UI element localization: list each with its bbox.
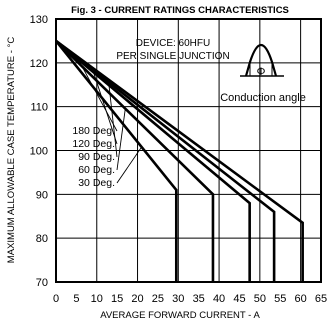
x-tick-label: 25 — [152, 293, 164, 305]
y-tick-label: 110 — [30, 102, 48, 114]
x-axis-label: AVERAGE FORWARD CURRENT - A — [100, 310, 260, 321]
y-tick-label: 120 — [30, 58, 48, 70]
x-tick-label: 45 — [233, 293, 245, 305]
y-tick-label: 90 — [36, 189, 48, 201]
x-tick-label: 65 — [315, 293, 327, 305]
series-label: 120 Deg. — [72, 138, 115, 150]
x-tick-label: 55 — [274, 293, 286, 305]
curve-line — [55, 39, 276, 282]
x-tick-label: 0 — [53, 293, 59, 305]
y-tick-label: 70 — [36, 277, 48, 289]
series-label: 90 Deg. — [78, 151, 115, 163]
series-leader-line — [116, 146, 142, 184]
series-leader-line — [108, 85, 118, 158]
series-label: 180 Deg. — [72, 125, 115, 137]
y-tick-label: 100 — [30, 146, 48, 158]
curve-line — [55, 39, 215, 282]
curve-line — [54, 40, 178, 282]
junction-label: PER SINGLE JUNCTION — [116, 51, 229, 62]
series-leader-line — [116, 108, 126, 171]
x-tick-labels: 0 5 10 15 20 25 30 35 40 45 50 55 60 65 — [53, 293, 327, 305]
rating-curves: 180 Deg.120 Deg.90 Deg.60 Deg.30 Deg. — [54, 39, 304, 282]
plot-frame — [55, 18, 322, 283]
x-tick-label: 30 — [172, 293, 184, 305]
x-tick-label: 20 — [131, 293, 143, 305]
x-tick-label: 50 — [254, 293, 266, 305]
x-tick-label: 10 — [91, 293, 103, 305]
x-tick-label: 60 — [294, 293, 306, 305]
y-tick-label: 130 — [30, 14, 48, 26]
curve-line — [55, 39, 251, 282]
y-axis-label: MAXIMUM ALLOWABLE CASE TEMPERATURE - °C — [6, 37, 17, 264]
x-tick-label: 5 — [73, 293, 79, 305]
device-label: DEVICE: 60HFU — [136, 38, 210, 49]
x-tick-label: 40 — [213, 293, 225, 305]
conduction-angle-label: Conduction angle — [220, 92, 306, 104]
series-label: 60 Deg. — [78, 164, 115, 176]
y-tick-labels: 70 80 90 100 110 120 130 — [30, 14, 48, 289]
conduction-angle-icon: Φ — [240, 43, 284, 78]
x-tick-label: 35 — [193, 293, 205, 305]
curve-line — [55, 39, 304, 282]
x-tick-label: 15 — [111, 293, 123, 305]
series-label: 30 Deg. — [78, 177, 115, 189]
phi-symbol: Φ — [257, 66, 266, 78]
y-tick-label: 80 — [36, 233, 48, 245]
chart-title: Fig. 3 - CURRENT RATINGS CHARACTERISTICS — [71, 5, 289, 16]
